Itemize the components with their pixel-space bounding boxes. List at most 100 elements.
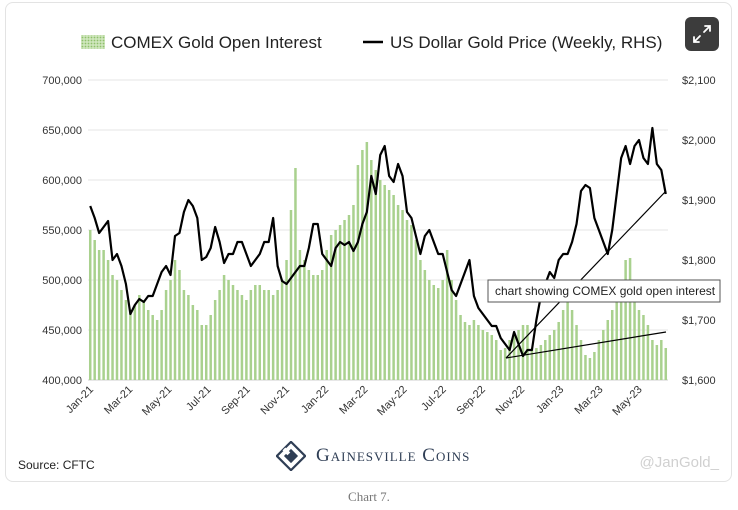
source-note: Source: CFTC	[18, 458, 95, 472]
open-interest-bar	[445, 250, 449, 380]
open-interest-bar	[615, 302, 618, 380]
right-tick-label: $1,800	[682, 255, 716, 267]
expand-icon	[693, 25, 711, 43]
open-interest-bar	[570, 310, 574, 380]
open-interest-bar	[396, 205, 400, 380]
x-tick-label: Mar-21	[102, 384, 135, 417]
x-tick-label: Sep-21	[219, 384, 253, 418]
open-interest-bar	[258, 285, 262, 380]
open-interest-bar	[343, 220, 346, 380]
gold-price-series-line	[89, 126, 667, 358]
open-interest-bar	[151, 315, 154, 380]
open-interest-bar	[530, 350, 534, 380]
open-interest-bar	[637, 310, 641, 380]
x-tick-label: Nov-22	[494, 384, 528, 418]
open-interest-bar	[441, 280, 444, 380]
open-interest-bar	[182, 290, 186, 380]
right-tick-label: $1,600	[682, 375, 716, 387]
open-interest-bar	[436, 288, 440, 380]
open-interest-bar	[280, 280, 284, 380]
open-interest-bar	[146, 310, 150, 380]
open-interest-bar	[245, 300, 248, 380]
open-interest-bar	[236, 290, 239, 380]
open-interest-bar	[602, 330, 605, 380]
open-interest-bar	[267, 290, 270, 380]
x-tick-label: Jul-21	[184, 384, 214, 414]
open-interest-bar	[289, 210, 293, 380]
open-interest-bar	[517, 330, 520, 380]
logo-text: Gainesville Coins	[316, 445, 471, 466]
open-interest-bar	[651, 340, 654, 380]
open-interest-bar	[352, 205, 355, 380]
x-tick-label: Sep-22	[454, 384, 488, 418]
open-interest-bar	[535, 348, 538, 380]
x-tick-label: Mar-23	[572, 384, 605, 417]
left-tick-label: 700,000	[42, 75, 82, 87]
open-interest-bar	[566, 300, 569, 380]
open-interest-bar	[294, 168, 297, 380]
open-interest-bar	[512, 335, 516, 380]
open-interest-bar	[213, 300, 217, 380]
open-interest-bar	[490, 335, 494, 380]
open-interest-bar	[204, 325, 208, 380]
open-interest-bar	[472, 320, 476, 380]
right-tick-label: $1,700	[682, 315, 716, 327]
x-tick-label: May-23	[610, 384, 644, 418]
open-interest-bar	[646, 325, 650, 380]
open-interest-bar	[508, 340, 511, 380]
open-interest-bar	[619, 290, 623, 380]
open-interest-bar	[633, 300, 636, 380]
open-interest-bar	[361, 150, 364, 380]
open-interest-bars	[88, 142, 668, 380]
open-interest-bar	[548, 335, 552, 380]
right-tick-label: $2,000	[682, 135, 716, 147]
open-interest-bar	[124, 300, 128, 380]
open-interest-bar	[579, 340, 583, 380]
open-interest-bar	[454, 300, 458, 380]
tooltip-box	[487, 279, 721, 303]
legend-bar-swatch	[81, 35, 105, 49]
open-interest-bar	[316, 275, 320, 380]
open-interest-bar	[111, 275, 114, 380]
open-interest-bar	[410, 225, 413, 380]
open-interest-bar	[129, 310, 132, 380]
open-interest-bar	[526, 325, 529, 380]
open-interest-bar	[329, 235, 333, 380]
annotation-pointer-upper	[505, 190, 667, 359]
open-interest-bar	[138, 295, 141, 380]
x-tick-label: Jan-21	[64, 384, 96, 416]
open-interest-bar	[200, 325, 204, 380]
open-interest-bar	[196, 310, 199, 380]
chart: COMEX Gold Open Interest US Dollar Gold …	[42, 33, 721, 418]
open-interest-bar	[285, 260, 288, 380]
open-interest-bar	[477, 325, 480, 380]
open-interest-bar	[249, 290, 253, 380]
open-interest-bar	[312, 275, 315, 380]
x-axis: Jan-21 Mar-21 May-21 Jul-21 Sep-21 Nov-21 Jan-…	[64, 384, 645, 418]
open-interest-bar	[209, 315, 212, 380]
open-interest-bar	[222, 275, 226, 380]
open-interest-bar	[356, 165, 360, 380]
open-interest-bar	[624, 260, 627, 380]
open-interest-bar	[88, 230, 92, 380]
expand-button[interactable]	[685, 17, 719, 51]
open-interest-bar	[660, 340, 663, 380]
open-interest-bar	[481, 330, 485, 380]
open-interest-bar	[218, 290, 221, 380]
open-interest-bar	[655, 345, 659, 380]
open-interest-bar	[450, 280, 453, 380]
open-interest-bar	[187, 295, 190, 380]
open-interest-bar	[303, 260, 306, 380]
brand-logo: Gainesville Coins	[276, 439, 470, 473]
open-interest-bar	[155, 320, 159, 380]
left-axis: 400,000 450,000 500,000 550,000 600,000 650,0…	[42, 75, 82, 387]
open-interest-bar	[173, 260, 177, 380]
open-interest-bar	[106, 260, 110, 380]
open-interest-bar	[298, 250, 302, 380]
x-tick-label: Jan-22	[299, 384, 331, 416]
open-interest-bar	[262, 290, 266, 380]
open-interest-bar	[102, 250, 105, 380]
open-interest-bar	[169, 280, 172, 380]
open-interest-bar	[320, 270, 324, 380]
x-tick-label: May-22	[375, 384, 409, 418]
